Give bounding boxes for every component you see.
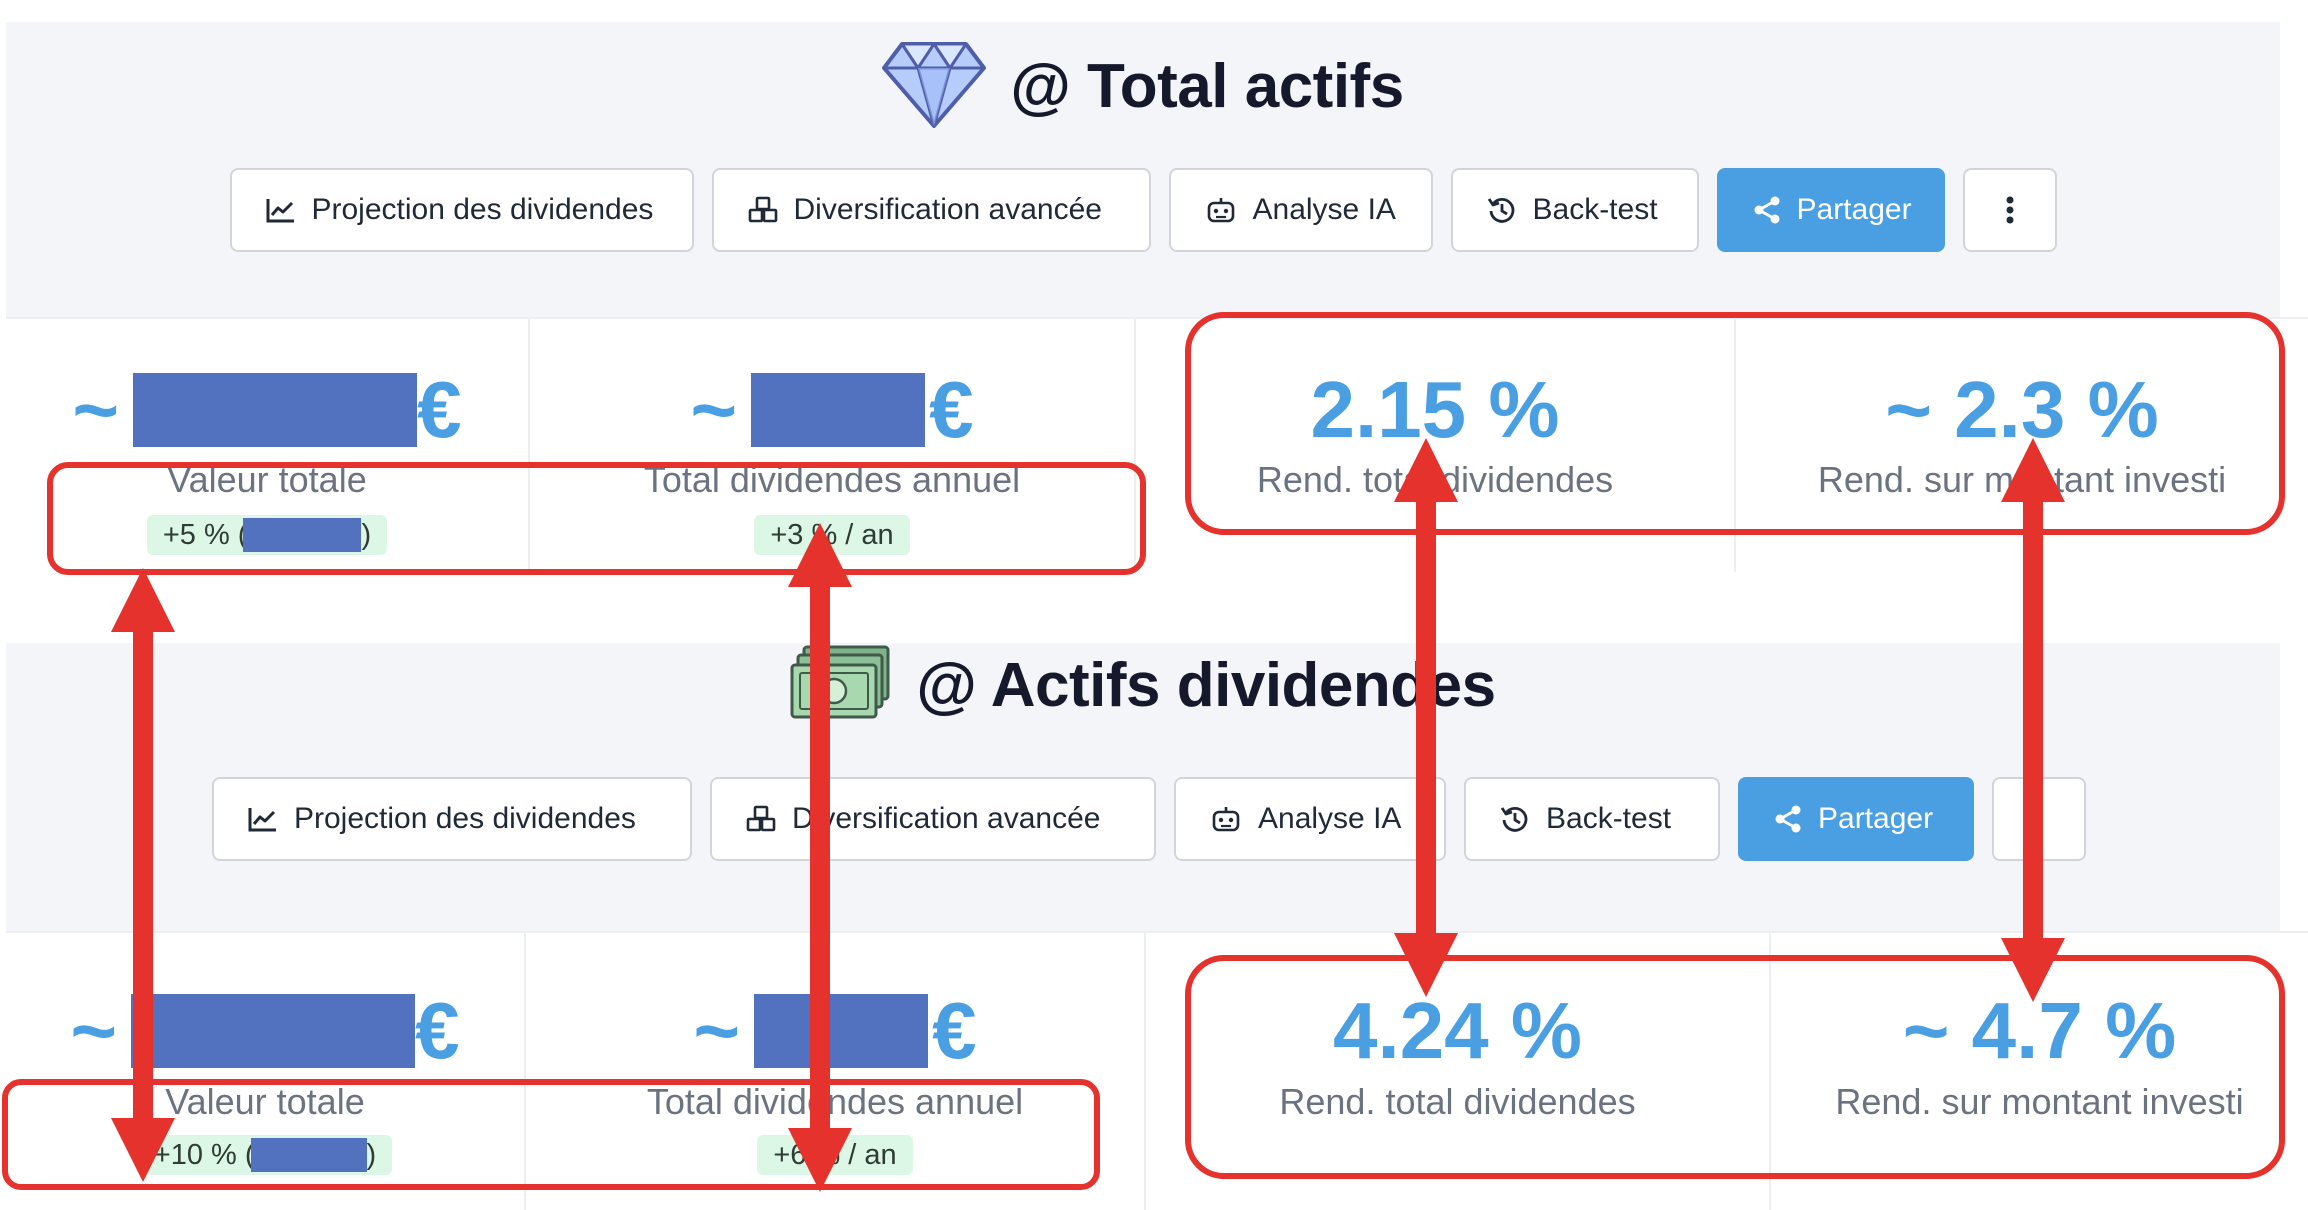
stat-label: Rend. sur montant investi: [1835, 1081, 2244, 1122]
ai-analysis-label: Analyse IA: [1252, 193, 1396, 226]
redacted-amount: [250, 1138, 367, 1172]
currency-sign: €: [929, 365, 974, 454]
share-button[interactable]: Partager: [1716, 168, 1945, 252]
total-value: ~ €: [6, 364, 528, 456]
change-badge: +5 % ( ): [146, 515, 388, 555]
title-row: @ Total actifs: [6, 40, 2280, 133]
projection-button[interactable]: Projection des dividendes: [229, 168, 694, 252]
annual-dividends-value: ~ €: [526, 985, 1144, 1077]
ai-analysis-button[interactable]: Analyse IA: [1174, 777, 1446, 861]
cubes-icon: [748, 196, 778, 224]
stats-row-total-assets: ~ € Valeur totale +5 % ( ) ~ € Total div…: [6, 317, 2308, 572]
money-bills-icon: [790, 645, 892, 726]
action-toolbar: Projection des dividendes Diversificatio…: [6, 168, 2280, 252]
backtest-button[interactable]: Back-test: [1464, 777, 1720, 861]
stat-total-yield: 4.24 % Rend. total dividendes: [1146, 933, 1771, 1210]
badge-text-end: ): [361, 518, 372, 551]
robot-icon: [1210, 805, 1242, 833]
diversification-button[interactable]: Diversification avancée: [710, 777, 1156, 861]
section-title: @ Total actifs: [1010, 52, 1404, 121]
projection-label: Projection des dividendes: [311, 193, 654, 226]
stat-total-value: ~ € Valeur totale +10 % ( ): [6, 933, 526, 1210]
currency-sign: €: [932, 986, 977, 1075]
section-header-dividend-assets: @ Actifs dividendes Projection des divid…: [6, 643, 2280, 931]
section-header-total-assets: @ Total actifs Projection des dividendes…: [6, 22, 2280, 317]
stat-label: Valeur totale: [165, 1081, 365, 1122]
currency-sign: €: [415, 986, 460, 1075]
share-button[interactable]: Partager: [1738, 777, 1974, 861]
line-chart-icon: [266, 197, 296, 223]
diamond-icon: [882, 40, 987, 133]
projection-button[interactable]: Projection des dividendes: [212, 777, 692, 861]
ai-analysis-label: Analyse IA: [1258, 802, 1402, 835]
projection-label: Projection des dividendes: [294, 802, 636, 835]
yield-on-cost-value: ~ 2.3 %: [1885, 365, 2159, 454]
ai-analysis-button[interactable]: Analyse IA: [1168, 168, 1433, 252]
stat-label: Rend. sur montant investi: [1817, 459, 2227, 500]
stat-label: Valeur totale: [167, 459, 367, 500]
growth-badge: +6 % / an: [757, 1135, 913, 1175]
robot-icon: [1205, 196, 1237, 224]
redacted-amount: [131, 994, 416, 1068]
diversification-label: Diversification avancée: [793, 193, 1102, 226]
total-value: ~ €: [6, 985, 524, 1077]
history-icon: [1500, 804, 1530, 834]
history-icon: [1487, 195, 1517, 225]
backtest-label: Back-test: [1546, 802, 1672, 835]
section-title: @ Actifs dividendes: [916, 651, 1496, 720]
total-yield-value: 2.15 %: [1310, 365, 1560, 454]
change-badge: +10 % ( ): [137, 1135, 393, 1175]
annual-dividends-value: ~ €: [530, 364, 1134, 456]
approx-sign: ~: [72, 365, 120, 454]
redacted-amount: [243, 518, 362, 552]
growth-badge: +3 % / an: [754, 515, 910, 555]
action-toolbar: Projection des dividendes Diversificatio…: [12, 777, 2286, 861]
share-label: Partager: [1796, 193, 1912, 226]
share-icon: [1774, 804, 1802, 834]
more-options-button[interactable]: [1992, 777, 2086, 861]
vertical-dots-icon: [2005, 195, 2015, 225]
stat-yield-on-cost: ~ 4.7 % Rend. sur montant investi: [1771, 933, 2308, 1210]
stat-label: Rend. total dividendes: [1279, 1081, 1636, 1122]
approx-sign: ~: [690, 365, 738, 454]
backtest-label: Back-test: [1532, 193, 1658, 226]
stat-label: Total dividendes annuel: [646, 1081, 1024, 1122]
share-label: Partager: [1818, 802, 1934, 835]
stat-annual-dividends: ~ € Total dividendes annuel +6 % / an: [526, 933, 1146, 1210]
yield-on-cost-value: ~ 4.7 %: [1902, 986, 2177, 1075]
badge-text: +10 % (: [153, 1138, 255, 1171]
redacted-amount: [751, 373, 926, 447]
more-options-button[interactable]: [1962, 168, 2057, 252]
stat-total-yield: 2.15 % Rend. total dividendes: [1136, 319, 1736, 572]
badge-text: +5 % (: [162, 518, 248, 551]
cubes-icon: [746, 805, 776, 833]
stat-total-value: ~ € Valeur totale +5 % ( ): [6, 319, 530, 572]
line-chart-icon: [248, 806, 278, 832]
total-yield-value: 4.24 %: [1332, 986, 1583, 1075]
stats-row-dividend-assets: ~ € Valeur totale +10 % ( ) ~ € Total di…: [6, 931, 2308, 1210]
backtest-button[interactable]: Back-test: [1450, 168, 1699, 252]
diversification-button[interactable]: Diversification avancée: [711, 168, 1151, 252]
redacted-amount: [754, 994, 929, 1068]
stat-label: Rend. total dividendes: [1256, 459, 1614, 500]
currency-sign: €: [417, 365, 462, 454]
redacted-amount: [133, 373, 418, 447]
approx-sign: ~: [70, 986, 118, 1075]
approx-sign: ~: [693, 986, 741, 1075]
badge-text-end: ): [366, 1138, 377, 1171]
share-icon: [1753, 195, 1781, 225]
stat-label: Total dividendes annuel: [643, 459, 1021, 500]
title-row: @ Actifs dividendes: [6, 645, 2280, 726]
diversification-label: Diversification avancée: [792, 802, 1101, 835]
stat-yield-on-cost: ~ 2.3 % Rend. sur montant investi: [1736, 319, 2308, 572]
stat-annual-dividends: ~ € Total dividendes annuel +3 % / an: [530, 319, 1136, 572]
